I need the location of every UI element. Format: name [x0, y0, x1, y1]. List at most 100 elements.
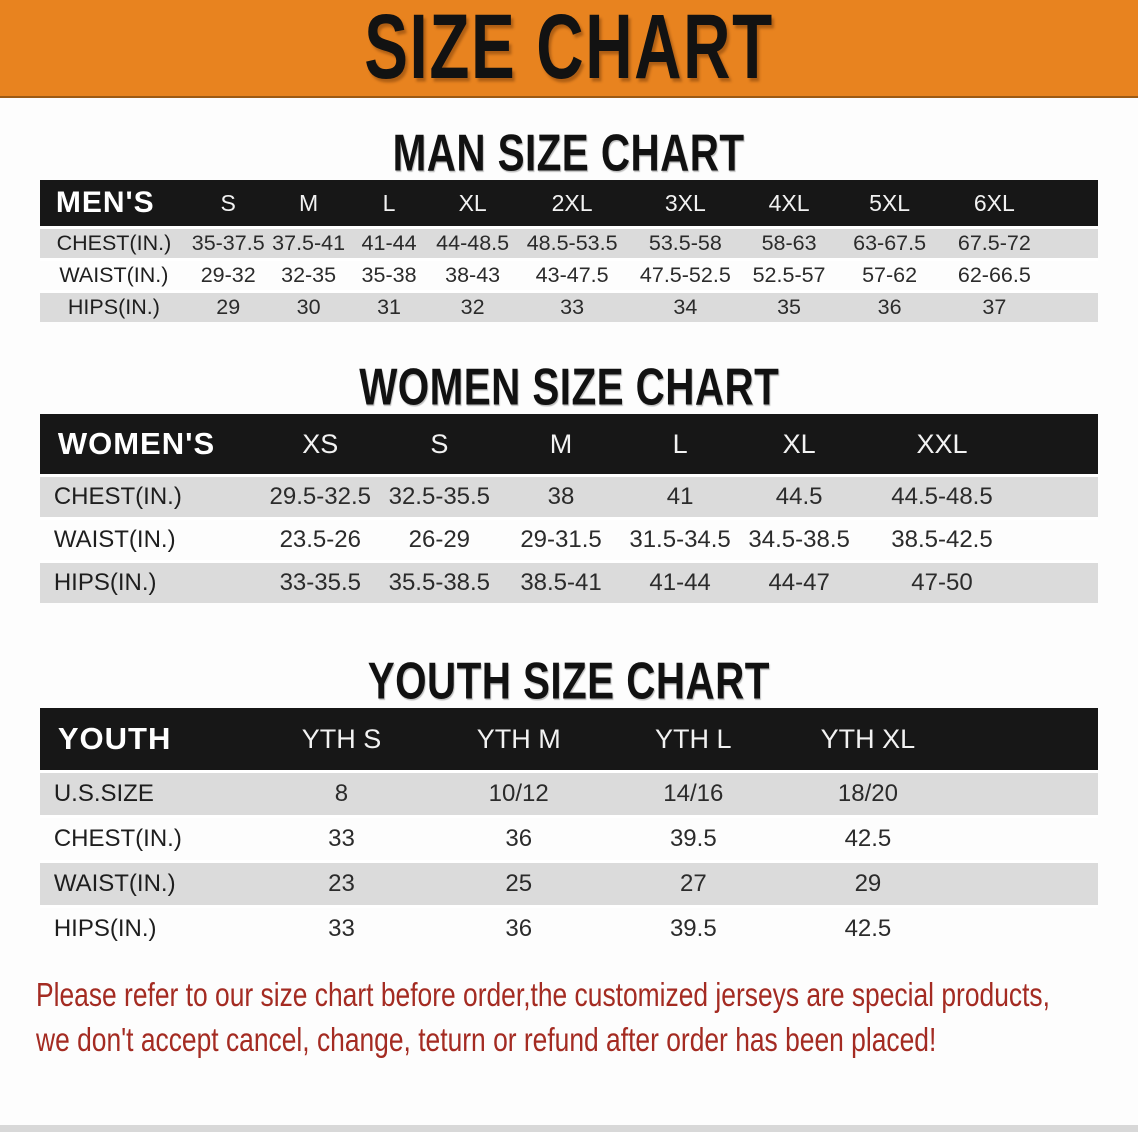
spacer-cell	[1024, 560, 1099, 603]
size-cell: 29-32	[187, 258, 269, 290]
women-table-corner: WOMEN'S	[39, 414, 263, 474]
size-cell: 38.5-42.5	[859, 517, 1025, 560]
youth-col-yth-l: YTH L	[606, 708, 781, 770]
row-label: U.S.SIZE	[39, 770, 252, 815]
size-cell: 27	[606, 860, 781, 905]
size-cell: 26-29	[378, 517, 501, 560]
row-label: CHEST(IN.)	[39, 815, 252, 860]
men-col-6xl: 6XL	[943, 180, 1046, 226]
men-col-5xl: 5XL	[835, 180, 944, 226]
men-row-hips: HIPS(IN.) 29 30 31 32 33 34 35 36 37	[39, 290, 1099, 322]
men-col-l: L	[348, 180, 430, 226]
row-label: HIPS(IN.)	[39, 560, 263, 603]
size-cell: 14/16	[606, 770, 781, 815]
youth-section: YOUTH SIZE CHART YOUTH YTH S YTH M YTH L…	[0, 651, 1138, 950]
spacer-cell	[955, 860, 1099, 905]
size-cell: 39.5	[606, 905, 781, 950]
size-cell: 31	[348, 290, 430, 322]
size-cell: 23.5-26	[262, 517, 379, 560]
row-label: WAIST(IN.)	[39, 517, 263, 560]
size-cell: 25	[431, 860, 607, 905]
size-cell: 41	[621, 474, 739, 517]
size-cell: 23	[251, 860, 432, 905]
size-cell: 52.5-57	[742, 258, 836, 290]
size-cell: 29	[780, 860, 956, 905]
spacer-cell	[1024, 414, 1099, 474]
size-cell: 41-44	[348, 226, 430, 258]
youth-col-yth-s: YTH S	[251, 708, 432, 770]
men-col-3xl: 3XL	[628, 180, 743, 226]
men-col-xl: XL	[429, 180, 517, 226]
size-cell: 44.5-48.5	[859, 474, 1025, 517]
men-row-waist: WAIST(IN.) 29-32 32-35 35-38 38-43 43-47…	[39, 258, 1099, 290]
size-cell: 31.5-34.5	[621, 517, 739, 560]
size-cell: 47-50	[859, 560, 1025, 603]
size-cell: 63-67.5	[835, 226, 944, 258]
size-cell: 32-35	[268, 258, 349, 290]
size-cell: 32.5-35.5	[378, 474, 501, 517]
row-label: WAIST(IN.)	[39, 860, 252, 905]
size-cell: 35-37.5	[187, 226, 269, 258]
size-cell: 57-62	[835, 258, 944, 290]
size-cell: 33	[251, 815, 432, 860]
men-col-4xl: 4XL	[742, 180, 836, 226]
spacer-cell	[955, 815, 1099, 860]
women-section-heading: WOMEN SIZE CHART	[358, 357, 780, 416]
size-cell: 35	[742, 290, 836, 322]
size-cell: 42.5	[780, 905, 956, 950]
row-label: CHEST(IN.)	[39, 474, 263, 517]
youth-row-hips: HIPS(IN.) 33 36 39.5 42.5	[39, 905, 1099, 950]
size-cell: 29-31.5	[500, 517, 622, 560]
disclaimer-line-2: we don't accept cancel, change, teturn o…	[36, 1021, 937, 1058]
bottom-strip	[0, 1125, 1138, 1132]
women-col-m: M	[500, 414, 622, 474]
women-row-waist: WAIST(IN.) 23.5-26 26-29 29-31.5 31.5-34…	[39, 517, 1099, 560]
size-cell: 33	[251, 905, 432, 950]
size-cell: 36	[431, 905, 607, 950]
women-header-row: WOMEN'S XS S M L XL XXL	[39, 414, 1099, 474]
size-cell: 38-43	[429, 258, 517, 290]
youth-header-row: YOUTH YTH S YTH M YTH L YTH XL	[39, 708, 1099, 770]
page-title: SIZE CHART	[364, 0, 774, 99]
size-cell: 35-38	[348, 258, 430, 290]
size-cell: 36	[835, 290, 944, 322]
size-cell: 58-63	[742, 226, 836, 258]
spacer-cell	[1045, 180, 1099, 226]
women-col-s: S	[378, 414, 501, 474]
women-col-xs: XS	[262, 414, 379, 474]
size-cell: 47.5-52.5	[628, 258, 743, 290]
spacer-cell	[955, 905, 1099, 950]
size-cell: 48.5-53.5	[516, 226, 629, 258]
size-cell: 18/20	[780, 770, 956, 815]
youth-row-waist: WAIST(IN.) 23 25 27 29	[39, 860, 1099, 905]
size-cell: 37.5-41	[268, 226, 349, 258]
women-section: WOMEN SIZE CHART WOMEN'S XS S M L XL XXL…	[0, 357, 1138, 603]
size-cell: 62-66.5	[943, 258, 1046, 290]
spacer-cell	[955, 770, 1099, 815]
youth-col-yth-xl: YTH XL	[780, 708, 956, 770]
women-col-l: L	[621, 414, 739, 474]
spacer-cell	[1045, 226, 1099, 258]
disclaimer: Please refer to our size chart before or…	[0, 972, 1138, 1062]
size-cell: 10/12	[431, 770, 607, 815]
size-cell: 44-47	[738, 560, 860, 603]
men-section-heading: MAN SIZE CHART	[393, 123, 745, 182]
spacer-cell	[1045, 290, 1099, 322]
size-cell: 29.5-32.5	[262, 474, 379, 517]
women-row-hips: HIPS(IN.) 33-35.5 35.5-38.5 38.5-41 41-4…	[39, 560, 1099, 603]
size-cell: 42.5	[780, 815, 956, 860]
men-col-2xl: 2XL	[516, 180, 629, 226]
women-col-xxl: XXL	[859, 414, 1025, 474]
size-cell: 33-35.5	[262, 560, 379, 603]
size-cell: 34.5-38.5	[738, 517, 860, 560]
row-label: WAIST(IN.)	[39, 258, 188, 290]
row-label: HIPS(IN.)	[39, 290, 188, 322]
size-cell: 36	[431, 815, 607, 860]
title-banner: SIZE CHART	[0, 0, 1138, 98]
spacer-cell	[1024, 517, 1099, 560]
youth-table-corner: YOUTH	[39, 708, 252, 770]
size-cell: 41-44	[621, 560, 739, 603]
size-cell: 37	[943, 290, 1046, 322]
men-size-table: MEN'S S M L XL 2XL 3XL 4XL 5XL 6XL CHEST…	[39, 180, 1099, 322]
women-row-chest: CHEST(IN.) 29.5-32.5 32.5-35.5 38 41 44.…	[39, 474, 1099, 517]
